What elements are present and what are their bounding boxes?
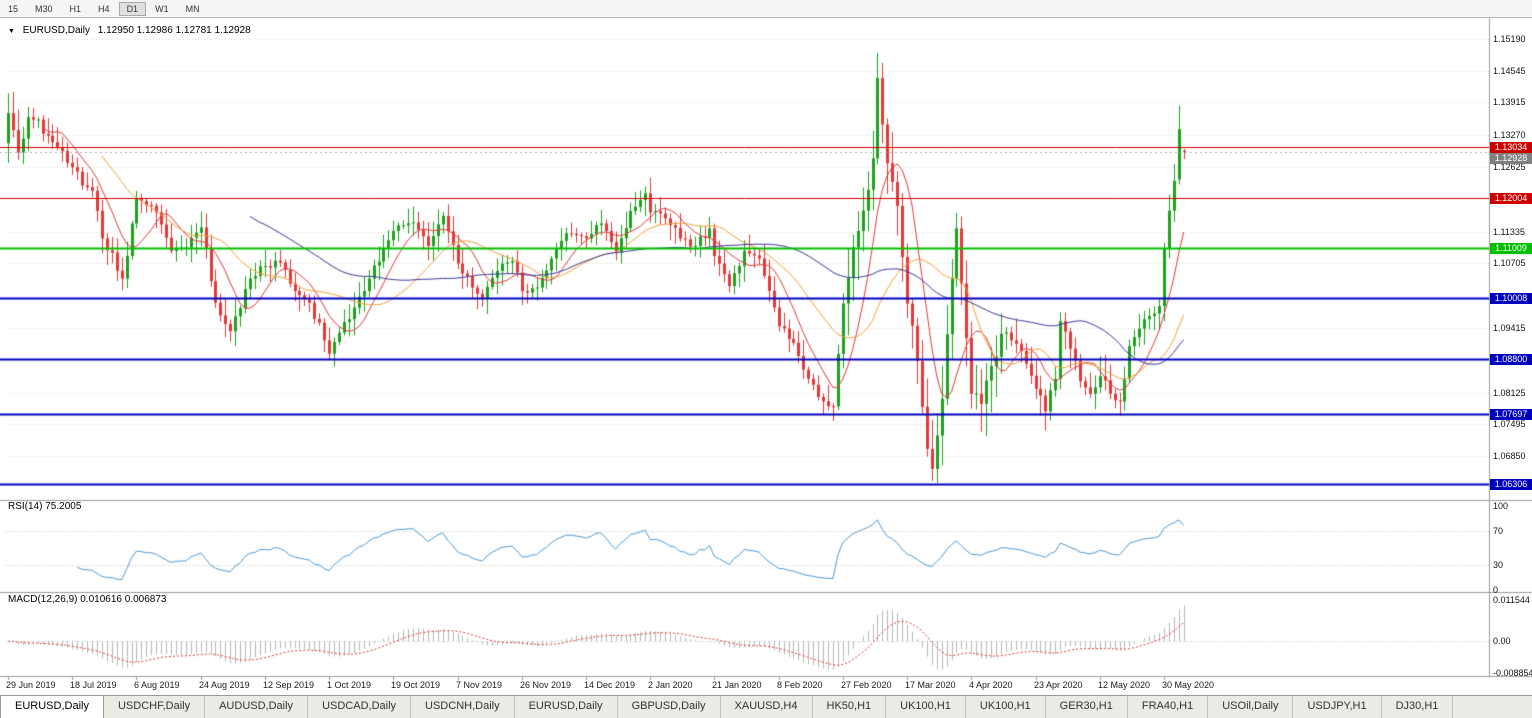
chart-tab-usdcnh-daily[interactable]: USDCNH,Daily	[411, 696, 515, 718]
timeframe-button-mn[interactable]: MN	[185, 3, 200, 14]
timeframe-button-w1[interactable]: W1	[155, 3, 169, 14]
timeframe-button-h4[interactable]: H4	[98, 3, 110, 14]
chart-tab-uk100-h1[interactable]: UK100,H1	[966, 696, 1046, 718]
chart-tab-audusd-daily[interactable]: AUDUSD,Daily	[205, 696, 309, 718]
chart-tab-usdchf-daily[interactable]: USDCHF,Daily	[104, 696, 206, 718]
timeframe-button-d1[interactable]: D1	[118, 1, 147, 16]
chart-tab-usdjpy-h1[interactable]: USDJPY,H1	[1293, 696, 1382, 718]
timeframe-button-h1[interactable]: H1	[69, 3, 82, 14]
timeframe-toolbar: 15 M30 H1 H4 D1 W1 MN	[0, 0, 1532, 18]
timeframe-button-15[interactable]: 15	[8, 3, 19, 14]
chart-tab-eurusd-daily[interactable]: EURUSD,Daily	[0, 696, 104, 718]
chart-tab-gbpusd-daily[interactable]: GBPUSD,Daily	[618, 696, 721, 718]
chart-tab-fra40-h1[interactable]: FRA40,H1	[1128, 696, 1209, 718]
chart-tab-bar: EURUSD,Daily USDCHF,Daily AUDUSD,Daily USDC…	[0, 695, 1532, 718]
chart-tab-ger30-h1[interactable]: GER30,H1	[1046, 696, 1128, 718]
chart-tab-usoil-daily[interactable]: USOil,Daily	[1208, 696, 1294, 718]
chart-tab-dj30-h1[interactable]: DJ30,H1	[1382, 696, 1454, 718]
chart-tab-usdcad-daily[interactable]: USDCAD,Daily	[308, 696, 412, 718]
chart-tab-xauusd-h4[interactable]: XAUUSD,H4	[721, 696, 813, 718]
timeframe-button-m30[interactable]: M30	[35, 3, 53, 14]
chart-tab-eurusd-daily[interactable]: EURUSD,Daily	[515, 696, 618, 718]
chart-tab-uk100-h1[interactable]: UK100,H1	[886, 696, 966, 718]
chart-tab-hk50-h1[interactable]: HK50,H1	[813, 696, 887, 718]
